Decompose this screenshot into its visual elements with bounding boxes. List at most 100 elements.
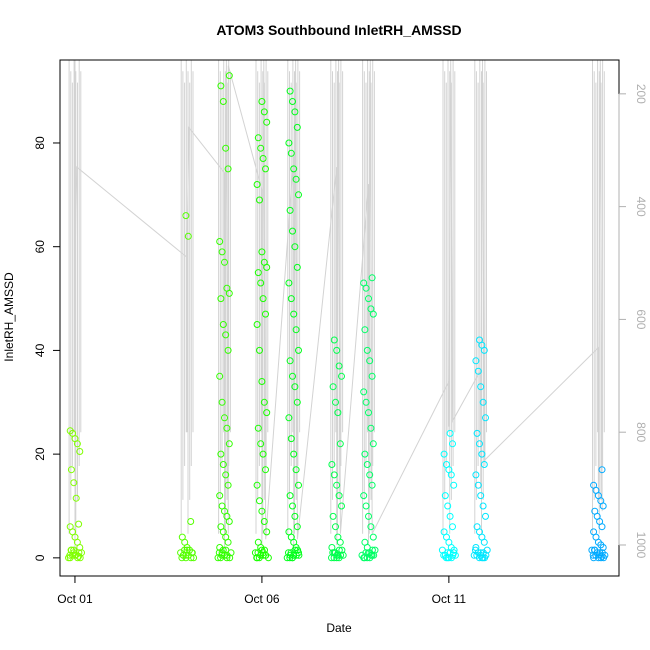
x-axis-label: Date — [326, 621, 352, 635]
data-point — [257, 279, 265, 287]
data-point — [335, 362, 343, 370]
data-point — [262, 165, 269, 173]
data-point — [223, 424, 231, 432]
data-point — [258, 248, 266, 256]
data-point — [216, 372, 224, 380]
data-point — [450, 546, 458, 554]
data-point — [258, 507, 266, 515]
data-point — [254, 424, 262, 432]
data-point — [440, 450, 448, 458]
data-point — [289, 98, 296, 105]
data-point — [329, 512, 337, 520]
data-point — [257, 144, 265, 152]
data-point — [74, 554, 82, 562]
data-point — [291, 512, 299, 520]
data-point — [290, 450, 298, 458]
data-point — [226, 554, 234, 562]
data-point — [477, 383, 485, 391]
data-point — [478, 450, 486, 458]
data-point — [334, 533, 342, 541]
data-point — [474, 367, 482, 375]
data-point — [590, 528, 598, 536]
data-point — [225, 440, 233, 448]
data-point — [253, 481, 261, 489]
data-point — [219, 321, 227, 328]
data-point — [292, 326, 300, 334]
data-point — [330, 336, 338, 344]
data-point — [361, 326, 369, 334]
data-point — [360, 388, 368, 396]
data-point — [292, 175, 300, 183]
data-point — [181, 546, 188, 554]
data-point — [363, 346, 371, 354]
data-point — [78, 549, 85, 557]
data-point — [285, 528, 293, 536]
data-point — [446, 429, 454, 437]
x-axis: Oct 01 Oct 06 Oct 11 — [57, 575, 466, 606]
points-layer — [65, 72, 609, 562]
data-point — [370, 551, 378, 559]
data-point — [440, 528, 448, 536]
data-point — [330, 471, 338, 479]
data-point — [260, 518, 268, 525]
data-point — [261, 546, 268, 554]
data-point — [338, 502, 345, 510]
data-point — [285, 414, 293, 422]
data-point — [67, 546, 75, 554]
data-point — [293, 123, 301, 131]
y-tick-label: 60 — [33, 240, 47, 254]
data-point — [472, 544, 480, 551]
pressure-line — [74, 59, 603, 551]
data-point — [286, 357, 294, 365]
data-point — [362, 398, 370, 406]
data-point — [224, 346, 232, 354]
data-point — [361, 554, 369, 562]
data-point — [283, 554, 291, 562]
data-point — [368, 546, 376, 554]
data-point — [588, 546, 596, 554]
data-point — [221, 258, 228, 266]
data-point — [371, 546, 379, 554]
data-point — [182, 212, 190, 220]
data-point — [482, 551, 490, 559]
data-point — [335, 546, 343, 554]
data-point — [75, 549, 83, 557]
data-point — [333, 481, 341, 489]
data-point — [441, 492, 449, 500]
data-point — [367, 551, 375, 559]
data-point — [217, 450, 225, 458]
data-point — [472, 471, 480, 479]
data-point — [590, 481, 598, 489]
data-point — [179, 551, 187, 559]
y-axis-left: 0 20 40 60 80 — [33, 136, 61, 561]
data-point — [443, 461, 450, 468]
data-point — [287, 295, 295, 303]
data-point — [225, 72, 233, 80]
data-point — [295, 346, 302, 354]
data-point — [72, 494, 80, 502]
data-point — [286, 87, 294, 95]
data-point — [292, 551, 300, 559]
data-point — [253, 321, 261, 328]
data-point — [263, 409, 271, 417]
chart-title: ATOM3 Southbound InletRH_AMSSD — [216, 22, 461, 38]
data-point — [291, 243, 299, 251]
data-point — [217, 523, 225, 531]
data-point — [285, 279, 293, 287]
data-point — [289, 372, 296, 380]
data-point — [218, 398, 226, 406]
data-point — [256, 497, 263, 505]
data-point — [256, 196, 263, 204]
data-point — [361, 450, 369, 458]
data-point — [218, 248, 226, 256]
data-point — [446, 512, 454, 520]
data-point — [473, 523, 481, 531]
data-point — [254, 538, 262, 546]
data-point — [362, 502, 370, 510]
data-point — [482, 512, 489, 520]
data-point — [216, 238, 224, 245]
data-point — [475, 554, 483, 562]
data-point — [334, 409, 342, 417]
data-point — [178, 533, 186, 541]
y-right-tick-label: 1000 — [634, 532, 648, 559]
